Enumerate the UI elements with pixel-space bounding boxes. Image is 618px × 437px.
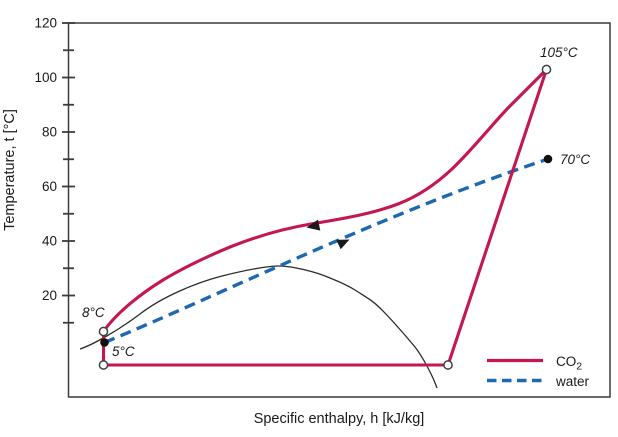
y-tick-label-100: 100 bbox=[34, 70, 57, 85]
legend-co2-label-sub: 2 bbox=[576, 361, 582, 373]
plot-border bbox=[67, 22, 611, 398]
state-point-105c-marker bbox=[541, 64, 552, 75]
y-tick-labels: 120 100 80 60 40 20 bbox=[34, 16, 57, 304]
y-tick-label-60: 60 bbox=[42, 179, 57, 194]
legend-co2-label: CO2 bbox=[556, 354, 582, 373]
y-tick-label-20: 20 bbox=[42, 288, 57, 303]
y-axis-major-ticks bbox=[62, 22, 75, 297]
co2-flow-arrow bbox=[306, 219, 321, 231]
label-70c: 70°C bbox=[560, 152, 590, 167]
water-line bbox=[103, 157, 549, 345]
state-point-evaporator-outlet-marker bbox=[443, 360, 453, 370]
legend-water-label: water bbox=[555, 374, 590, 389]
water-outlet-70c-marker bbox=[543, 154, 553, 164]
state-point-evaporator-inlet-marker bbox=[98, 360, 109, 370]
state-point-8c-marker bbox=[98, 326, 109, 337]
label-8c: 8°C bbox=[82, 305, 105, 320]
y-axis-minor-ticks bbox=[63, 49, 74, 324]
y-tick-label-40: 40 bbox=[42, 234, 57, 249]
water-inlet-5c-marker bbox=[100, 338, 109, 347]
water-flow-arrow bbox=[336, 239, 350, 250]
y-tick-label-120: 120 bbox=[34, 16, 57, 31]
y-tick-label-80: 80 bbox=[42, 125, 57, 140]
label-5c: 5°C bbox=[112, 344, 135, 359]
legend-co2-label-main: CO bbox=[556, 354, 576, 369]
co2-cycle-line bbox=[101, 68, 548, 367]
label-105c: 105°C bbox=[540, 45, 578, 60]
saturation-dome-curve bbox=[79, 265, 438, 389]
y-axis-title: Temperature, t [°C] bbox=[2, 109, 18, 231]
legend: CO2 water bbox=[487, 354, 590, 389]
x-axis-title: Specific enthalpy, h [kJ/kg] bbox=[254, 411, 425, 427]
